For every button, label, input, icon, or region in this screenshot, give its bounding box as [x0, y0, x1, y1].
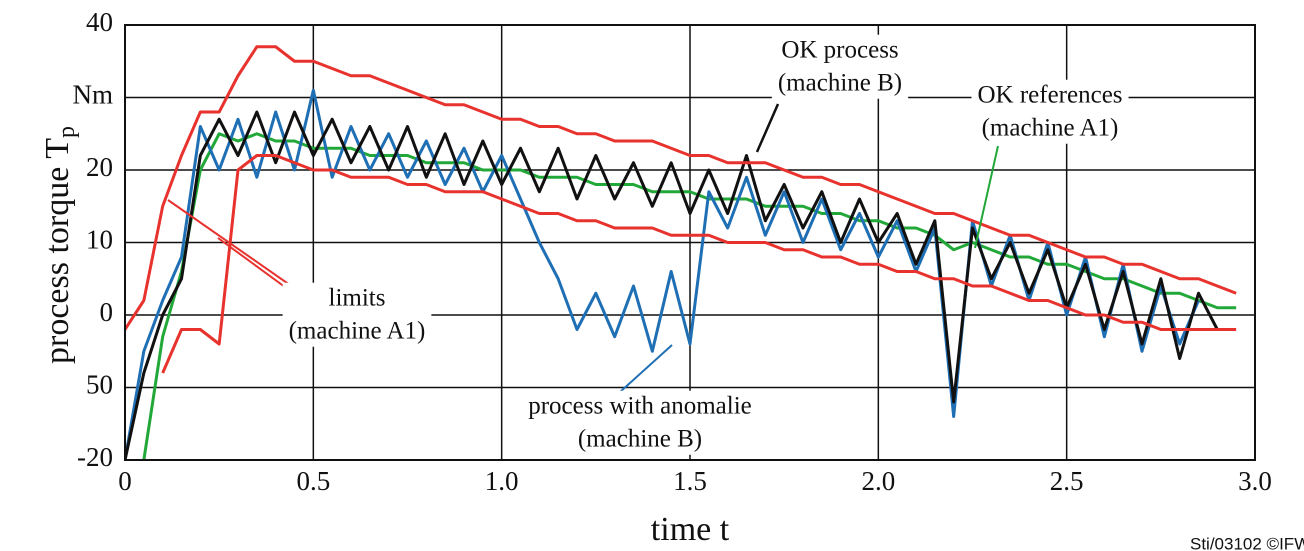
x-tick-label: 1.0 [485, 466, 519, 496]
x-tick-label: 0 [118, 466, 132, 496]
series-line [125, 45, 1237, 331]
y-tick-label: 10 [86, 225, 113, 255]
annotation-text: OK references [977, 82, 1122, 109]
leader-anomaly [619, 344, 673, 393]
leader-ok-process [755, 103, 780, 153]
annotation: OK references (machine A1) [971, 79, 1129, 144]
annotation-text: OK process [781, 37, 898, 64]
y-tick-label: 40 [86, 7, 113, 37]
series-line [161, 154, 1237, 374]
y-axis-label-sub: p [54, 126, 80, 138]
annotation-text: process with anomalie [528, 393, 752, 420]
x-tick-label: 1.5 [673, 466, 707, 496]
plot-lines [125, 45, 1237, 460]
y-axis-label-main: process torque T [39, 138, 76, 364]
x-tick-label: 3.0 [1238, 466, 1272, 496]
leader-ok-references [974, 145, 999, 249]
annotation-bg [282, 282, 432, 347]
y-tick-label: 20 [86, 152, 113, 182]
annotation-bg [771, 34, 909, 99]
x-tick-label: 0.5 [296, 466, 330, 496]
leader-limit-upper [167, 199, 301, 293]
y-tick-label: -20 [77, 442, 113, 472]
annotation-bg [522, 390, 758, 455]
y-axis-label: process torque Tp [39, 126, 80, 364]
annotation-text: limits [329, 285, 386, 312]
annotation: limits (machine A1) [282, 282, 432, 347]
y-tick-label: 0 [100, 297, 114, 327]
plot-frame [124, 24, 1256, 461]
annotation: process with anomalie (machine B) [522, 390, 758, 455]
annotation-text: (machine B) [578, 426, 702, 453]
y-tick-label: 50 [86, 370, 113, 400]
series-line [125, 110, 1219, 460]
annotations: OK process (machine B) OK references (machi… [167, 34, 1129, 455]
footnote: Sti/03102 ©IFW [1190, 534, 1304, 551]
x-tick-label: 2.5 [1050, 466, 1084, 496]
annotation-text: (machine A1) [982, 115, 1119, 142]
x-tick-label: 2.0 [861, 466, 895, 496]
annotation-bg [971, 79, 1129, 144]
annotation: OK process (machine B) [771, 34, 909, 99]
annotation-text: (machine B) [778, 70, 902, 97]
annotation-text: (machine A1) [289, 318, 426, 345]
x-axis-label: time t [651, 511, 730, 548]
y-tick-label: Nm [73, 80, 114, 110]
